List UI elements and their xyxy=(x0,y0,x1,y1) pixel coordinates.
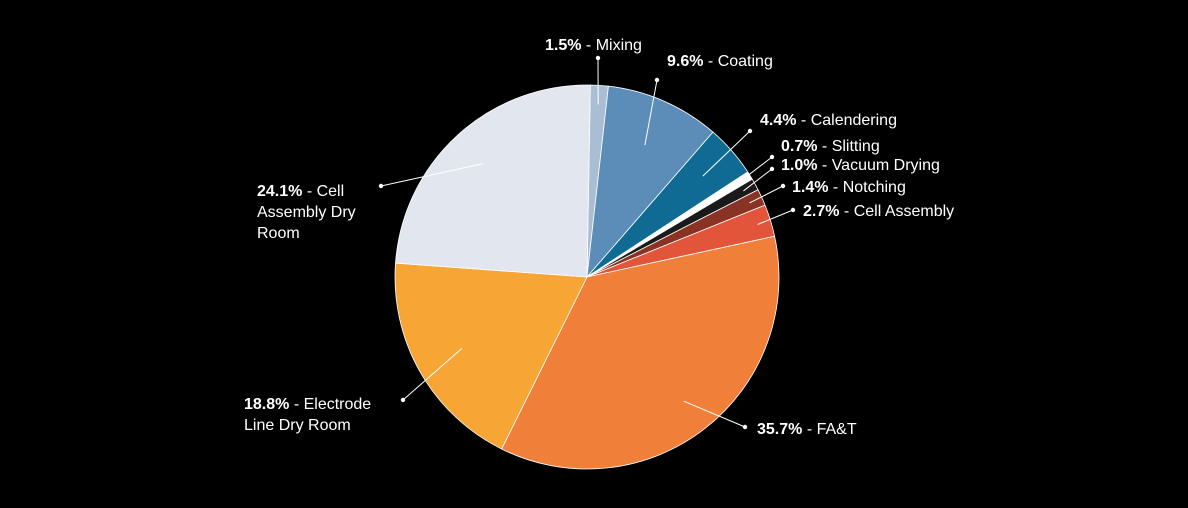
slice-label-mixing: 1.5% - Mixing xyxy=(545,37,642,54)
pie-slice-cell-assembly-dry-room xyxy=(395,84,591,278)
slice-name-slitting: - Slitting xyxy=(817,138,879,155)
pie-slice-faandt xyxy=(501,235,780,470)
slice-label-electrode-line-dry-room: 18.8% - Electrode Line Dry Room xyxy=(244,396,371,434)
leader-line-cell-assembly-dry-room xyxy=(380,163,484,187)
pie-slice-electrode-line-dry-room xyxy=(394,262,588,450)
slice-name-cell-assembly-dry-room-line-2: Assembly Dry xyxy=(257,204,356,221)
leader-dot-calendering xyxy=(747,128,753,134)
leader-dot-cell-assembly xyxy=(790,207,796,213)
slice-value-calendering: 4.4% xyxy=(760,112,796,129)
slice-name-faandt: - FA&T xyxy=(802,421,856,438)
slice-value-electrode-line-dry-room: 18.8% xyxy=(244,396,289,413)
slice-label-cell-assembly-dry-room: 24.1% - Cell Assembly Dry Room xyxy=(257,183,356,242)
slice-label-cell-assembly: 2.7% - Cell Assembly xyxy=(803,203,954,220)
slice-name-electrode-line-dry-room-line-2: Line Dry Room xyxy=(244,417,351,434)
slice-name-mixing: - Mixing xyxy=(581,37,641,54)
leader-dot-faandt xyxy=(742,424,748,430)
leader-line-vacuum-drying xyxy=(743,168,773,192)
slice-name-notching: - Notching xyxy=(828,179,905,196)
leader-line-cell-assembly xyxy=(757,209,794,225)
slice-value-vacuum-drying: 1.0% xyxy=(781,157,817,174)
slice-label-faandt: 35.7% - FA&T xyxy=(757,421,857,438)
pie-slice-coating xyxy=(586,85,714,278)
leader-line-faandt xyxy=(683,400,746,428)
slice-label-vacuum-drying: 1.0% - Vacuum Drying xyxy=(781,157,940,174)
slice-value-coating: 9.6% xyxy=(667,53,703,70)
leader-dot-cell-assembly-dry-room xyxy=(378,183,384,189)
slice-value-cell-assembly: 2.7% xyxy=(803,203,839,220)
leader-dot-electrode-line-dry-room xyxy=(400,397,406,403)
leader-line-slitting xyxy=(738,156,773,184)
leader-line-calendering xyxy=(702,130,751,177)
leader-line-notching xyxy=(749,185,784,204)
leader-dot-notching xyxy=(780,183,786,189)
slice-label-coating: 9.6% - Coating xyxy=(667,53,773,70)
slice-labels: 1.5% - Mixing 9.6% - Coating 4.4% - Calend… xyxy=(244,37,954,438)
slice-name-calendering: - Calendering xyxy=(796,112,897,129)
slice-name-cell-assembly: - Cell Assembly xyxy=(839,203,954,220)
slice-label-slitting: 0.7% - Slitting xyxy=(781,138,880,155)
leader-lines xyxy=(378,55,796,430)
slice-value-slitting: 0.7% xyxy=(781,138,817,155)
slice-label-notching: 1.4% - Notching xyxy=(792,179,906,196)
leader-dot-mixing xyxy=(595,55,601,61)
slice-value-notching: 1.4% xyxy=(792,179,828,196)
slice-name-vacuum-drying: - Vacuum Drying xyxy=(817,157,939,174)
slice-name-cell-assembly-dry-room-line-1: - Cell xyxy=(302,183,344,200)
slice-name-coating: - Coating xyxy=(703,53,772,70)
slice-name-electrode-line-dry-room-line-1: - Electrode xyxy=(289,396,371,413)
pie-slices xyxy=(394,84,780,470)
leader-line-coating xyxy=(644,79,658,146)
leader-dot-slitting xyxy=(769,154,775,160)
leader-line-electrode-line-dry-room xyxy=(402,348,463,401)
leader-dot-coating xyxy=(654,77,660,83)
slice-label-calendering: 4.4% - Calendering xyxy=(760,112,897,129)
slice-value-faandt: 35.7% xyxy=(757,421,802,438)
slice-value-mixing: 1.5% xyxy=(545,37,581,54)
leader-dot-vacuum-drying xyxy=(769,166,775,172)
slice-value-cell-assembly-dry-room: 24.1% xyxy=(257,183,302,200)
slice-name-cell-assembly-dry-room-line-3: Room xyxy=(257,225,300,242)
